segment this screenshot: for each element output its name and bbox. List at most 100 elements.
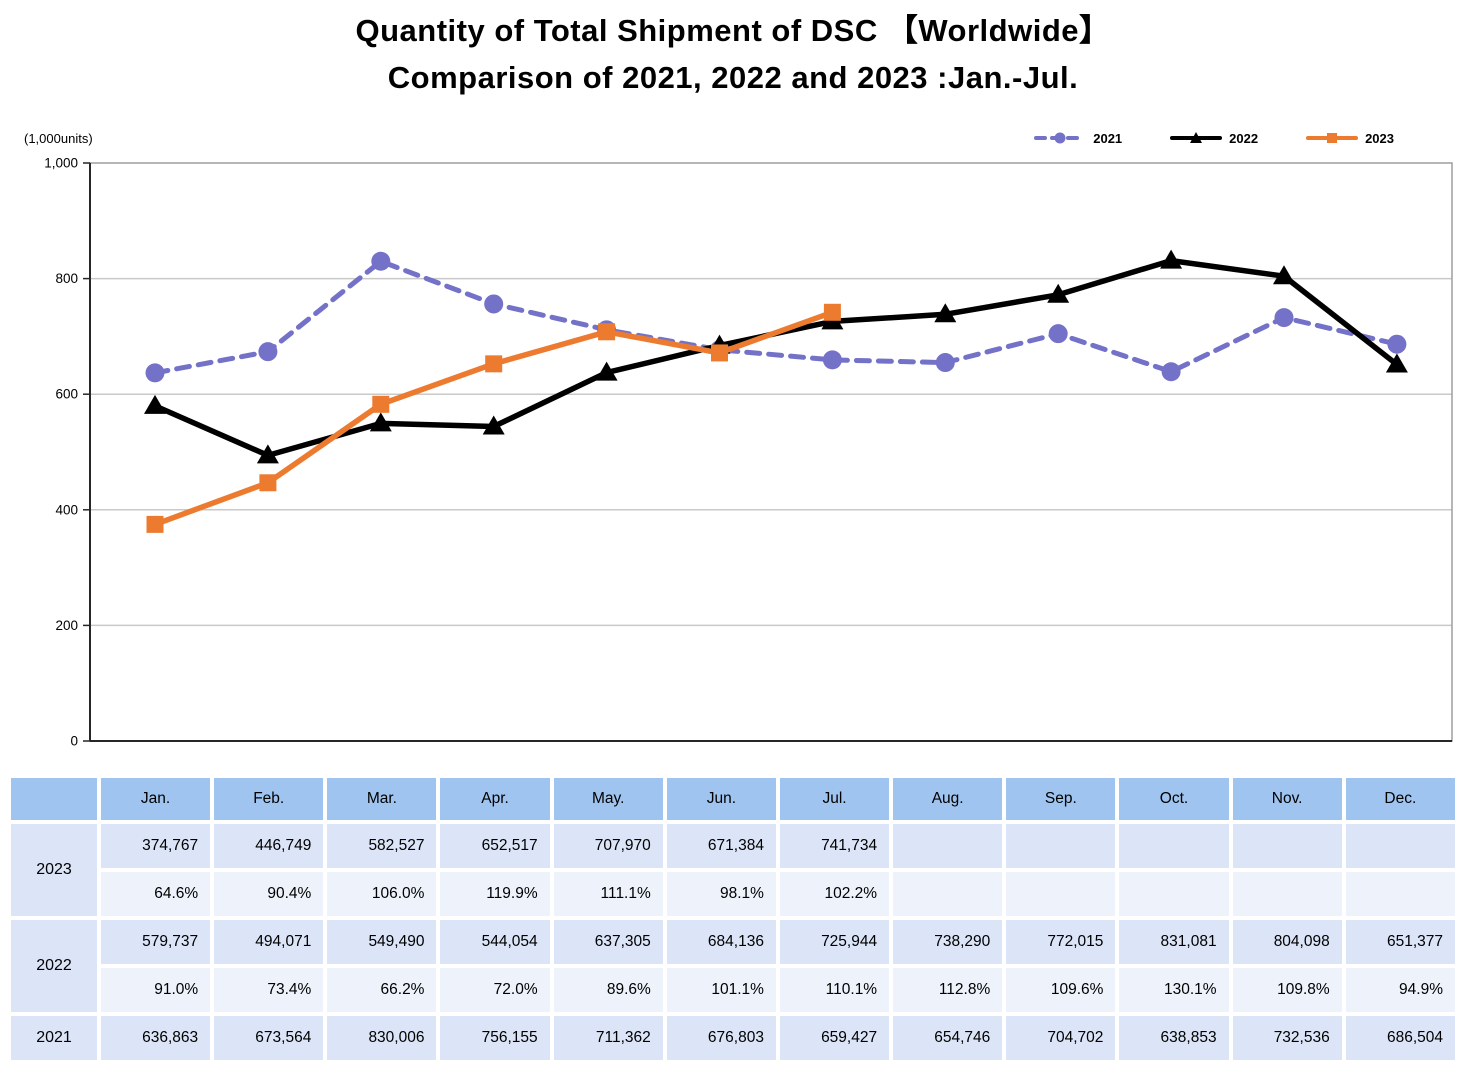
column-header-apr: Apr. xyxy=(440,778,550,820)
cell-2022-jan-percent: 91.0% xyxy=(101,968,211,1012)
cell-2023-may-value: 707,970 xyxy=(553,824,663,868)
cell-2021-mar-value: 830,006 xyxy=(327,1016,437,1060)
column-header-aug: Aug. xyxy=(893,778,1003,820)
corner-cell xyxy=(11,778,97,820)
cell-2022-jun-value: 684,136 xyxy=(666,920,776,964)
data-point-circle xyxy=(822,350,842,370)
cell-2021-aug-value: 654,746 xyxy=(893,1016,1003,1060)
cell-2023-aug-value xyxy=(893,824,1003,868)
data-point-circle xyxy=(484,294,504,314)
data-point-triangle xyxy=(369,412,392,432)
legend-label: 2021 xyxy=(1093,130,1123,146)
cell-2023-jun-value: 671,384 xyxy=(666,824,776,868)
legend-item-2022: 2022 xyxy=(1170,130,1258,146)
row-label-2022: 2022 xyxy=(11,920,97,1012)
cell-2023-dec-percent xyxy=(1345,872,1455,916)
cell-2023-jun-percent: 98.1% xyxy=(666,872,776,916)
cell-2022-feb-value: 494,071 xyxy=(214,920,324,964)
cell-2021-sep-value: 704,702 xyxy=(1006,1016,1116,1060)
data-point-square xyxy=(372,395,390,413)
column-header-jun: Jun. xyxy=(666,778,776,820)
chart-legend: 2021 2022 2023 xyxy=(1034,130,1394,146)
cell-2021-jun-value: 676,803 xyxy=(666,1016,776,1060)
legend-marker xyxy=(1190,132,1203,143)
cell-2022-nov-percent: 109.8% xyxy=(1232,968,1342,1012)
series-2021 xyxy=(145,251,1407,383)
row-label-2021: 2021 xyxy=(11,1016,97,1060)
column-header-oct: Oct. xyxy=(1119,778,1229,820)
cell-2022-mar-percent: 66.2% xyxy=(327,968,437,1012)
table-header: Jan. Feb. Mar. Apr. May. Jun. Jul. Aug. Sep. Oct.… xyxy=(11,778,1455,820)
data-point-triangle xyxy=(934,303,957,323)
data-point-circle xyxy=(258,342,278,362)
cell-2022-aug-value: 738,290 xyxy=(893,920,1003,964)
column-header-jul: Jul. xyxy=(779,778,890,820)
data-point-circle xyxy=(1274,308,1294,328)
data-point-circle xyxy=(371,251,391,271)
legend-label: 2023 xyxy=(1365,130,1394,146)
cell-2023-feb-value: 446,749 xyxy=(214,824,324,868)
column-header-feb: Feb. xyxy=(214,778,324,820)
cell-2023-apr-percent: 119.9% xyxy=(440,872,550,916)
column-header-dec: Dec. xyxy=(1345,778,1455,820)
data-point-circle xyxy=(1387,334,1407,354)
cell-2022-apr-value: 544,054 xyxy=(440,920,550,964)
column-header-nov: Nov. xyxy=(1232,778,1342,820)
cell-2023-sep-value xyxy=(1006,824,1116,868)
data-point-square xyxy=(823,303,841,321)
legend-item-2023: 2023 xyxy=(1306,130,1394,146)
cell-2022-dec-value: 651,377 xyxy=(1345,920,1455,964)
data-point-triangle xyxy=(1047,283,1070,303)
data-point-triangle xyxy=(144,394,166,414)
table-row-2023-values: 2023 374,767 446,749 582,527 652,517 707,970 6… xyxy=(11,824,1455,916)
cell-2023-jul-value: 741,734 xyxy=(779,824,890,868)
series-2023 xyxy=(146,303,841,533)
cell-2022-feb-percent: 73.4% xyxy=(214,968,324,1012)
data-point-square xyxy=(711,344,728,362)
data-point-triangle xyxy=(482,415,505,435)
y-axis-tick-label: 1,000 xyxy=(44,156,78,171)
y-axis-tick-label: 800 xyxy=(55,271,78,286)
data-point-triangle xyxy=(595,361,618,381)
cell-2022-oct-percent: 130.1% xyxy=(1119,968,1229,1012)
y-axis-units-label: (1,000units) xyxy=(24,131,93,146)
column-header-sep: Sep. xyxy=(1006,778,1116,820)
table-row-2023-percents: 64.6% 90.4% 106.0% 119.9% 111.1% 98.1% 102.2% xyxy=(11,872,1455,916)
cell-2023-jan-percent: 64.6% xyxy=(101,872,211,916)
chart-title-line1: Quantity of Total Shipment of DSC 【World… xyxy=(355,13,1111,48)
cell-2022-jul-percent: 110.1% xyxy=(779,968,890,1012)
cell-2023-jan-value: 374,767 xyxy=(101,824,211,868)
plot-border xyxy=(89,162,1453,742)
data-point-triangle xyxy=(1160,249,1183,269)
series-line-2021 xyxy=(152,258,1400,376)
cell-2021-nov-value: 732,536 xyxy=(1232,1016,1342,1060)
data-point-square xyxy=(259,474,277,492)
cell-2022-may-value: 637,305 xyxy=(553,920,663,964)
legend-sample-2023-icon xyxy=(1306,133,1359,143)
chart-title-line2: Comparison of 2021, 2022 and 2023 :Jan.-… xyxy=(387,60,1079,95)
cell-2023-nov-value xyxy=(1232,824,1342,868)
data-point-circle xyxy=(145,363,165,383)
legend-sample-2021-icon xyxy=(1034,132,1087,144)
cell-2022-oct-value: 831,081 xyxy=(1119,920,1229,964)
cell-2022-jan-value: 579,737 xyxy=(101,920,211,964)
cell-2023-may-percent: 111.1% xyxy=(553,872,663,916)
cell-2021-may-value: 711,362 xyxy=(553,1016,663,1060)
row-label-2023: 2023 xyxy=(11,824,97,916)
column-header-mar: Mar. xyxy=(327,778,437,820)
table-row-2021-values: 2021 636,863 673,564 830,006 756,155 711,362 6… xyxy=(11,1016,1455,1060)
y-axis-tick-label: 0 xyxy=(70,734,78,749)
legend-label: 2022 xyxy=(1229,130,1259,146)
data-point-circle xyxy=(935,353,955,373)
cell-2023-apr-value: 652,517 xyxy=(440,824,550,868)
cell-2022-sep-percent: 109.6% xyxy=(1006,968,1116,1012)
y-axis-tick-label: 400 xyxy=(55,502,78,517)
data-point-square xyxy=(146,515,164,533)
cell-2022-jun-percent: 101.1% xyxy=(666,968,776,1012)
cell-2023-oct-percent xyxy=(1119,872,1229,916)
y-axis-tick-label: 600 xyxy=(55,387,78,402)
table-row-2022-values: 2022 579,737 494,071 549,490 544,054 637,305 6… xyxy=(11,920,1455,1012)
data-point-triangle xyxy=(256,444,279,464)
cell-2023-aug-percent xyxy=(893,872,1003,916)
cell-2021-apr-value: 756,155 xyxy=(440,1016,550,1060)
